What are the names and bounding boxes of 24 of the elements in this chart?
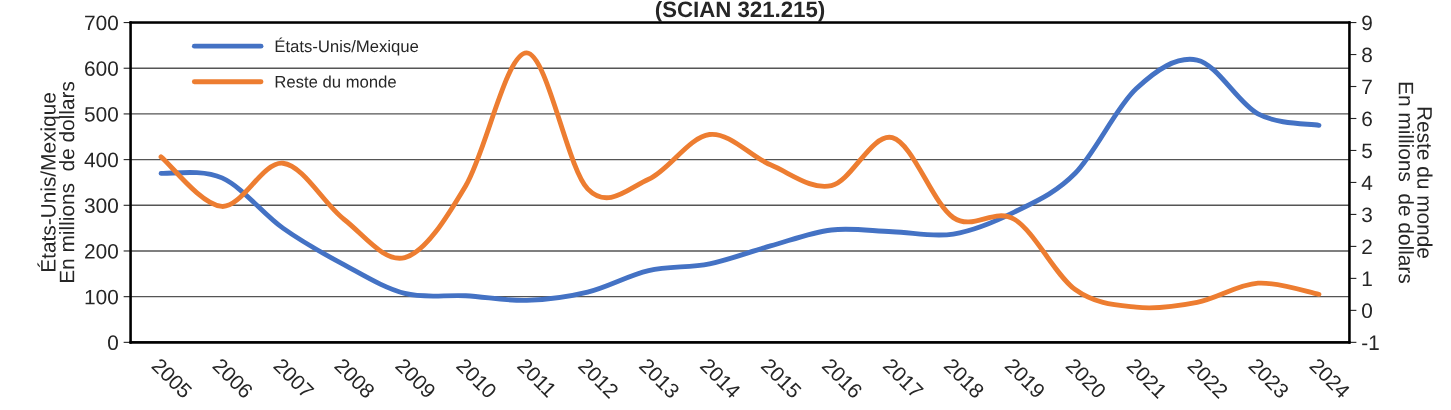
y-tick-label: 100	[85, 289, 118, 305]
y2-tick-label: 2	[1362, 239, 1372, 254]
chart-title: (SCIAN 321.215)	[655, 0, 825, 22]
y2-tick-label: 4	[1361, 175, 1373, 190]
y2-tick-label: 5	[1362, 143, 1372, 159]
y-tick-label: 700	[85, 15, 118, 31]
y2-tick-label: 7	[1362, 79, 1372, 95]
y-tick-label: 400	[84, 152, 118, 168]
y2-tick-label: 6	[1362, 111, 1372, 127]
y-tick-label: 0	[108, 335, 118, 351]
y2-axis-title: Reste du monde En millions de dollars	[1398, 82, 1433, 284]
legend-label: États-Unis/Mexique	[275, 37, 419, 56]
y2-tick-label: 8	[1362, 47, 1372, 63]
y2-tick-label: 9	[1362, 15, 1372, 31]
y2-tick-label: 3	[1362, 207, 1372, 223]
y2-tick-label: 1	[1362, 271, 1372, 286]
legend-label: Reste du monde	[275, 75, 396, 88]
y-tick-label: 200	[85, 243, 118, 259]
y-tick-label: 600	[85, 61, 118, 76]
y-tick-label: 300	[84, 198, 118, 214]
y2-tick-label: -1	[1362, 335, 1379, 350]
y2-tick-label: 0	[1362, 303, 1373, 319]
y-tick-label: 500	[84, 106, 118, 122]
y-axis-title: États-Unis/Mexique En millions de dollars	[37, 81, 75, 283]
